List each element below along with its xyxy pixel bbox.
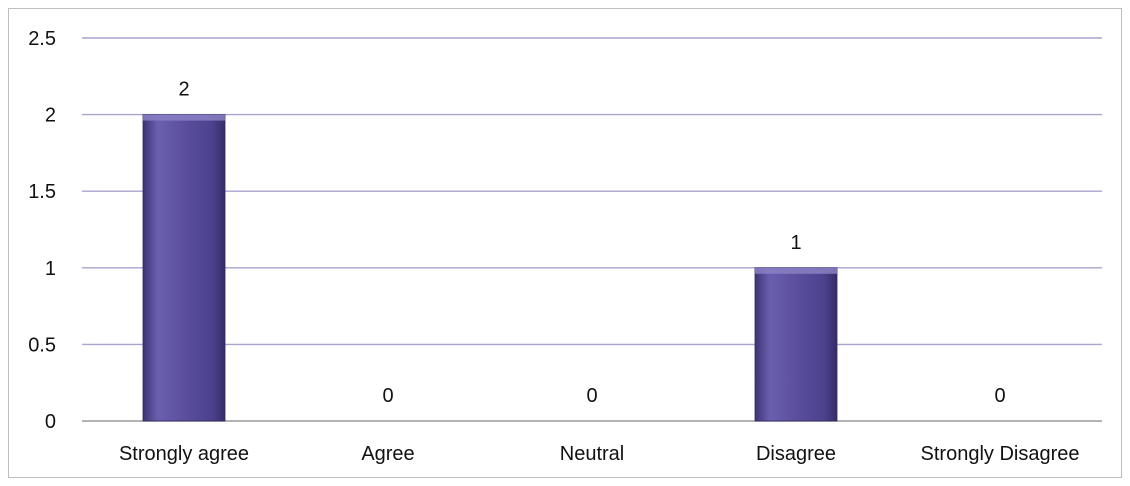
bars <box>142 114 838 422</box>
y-tick-label: 2.5 <box>28 28 56 50</box>
y-tick-label: 0.5 <box>28 334 56 356</box>
y-axis-tick-labels: 0 0.5 1 1.5 2 2.5 <box>28 28 56 433</box>
x-category-label: Neutral <box>560 443 624 465</box>
bar-top-highlight <box>755 267 837 274</box>
x-category-label: Disagree <box>756 443 836 465</box>
grid-lines <box>82 37 1102 422</box>
x-category-label: Strongly agree <box>119 443 249 465</box>
category-labels: Strongly agree Agree Neutral Disagree Strong… <box>119 443 1080 465</box>
bar <box>142 114 226 422</box>
data-label: 0 <box>994 385 1005 407</box>
y-tick-label: 1.5 <box>28 181 56 203</box>
data-label: 0 <box>382 385 393 407</box>
x-category-label: Strongly Disagree <box>921 443 1080 465</box>
y-tick-label: 2 <box>45 105 56 127</box>
bar <box>754 267 838 422</box>
y-tick-label: 1 <box>45 258 56 280</box>
bar-top-highlight <box>143 114 225 121</box>
y-tick-label: 0 <box>45 411 56 433</box>
data-label: 2 <box>178 79 189 101</box>
x-category-label: Agree <box>361 443 414 465</box>
data-labels: 2 0 0 1 0 <box>178 79 1005 407</box>
data-label: 1 <box>790 232 801 254</box>
data-label: 0 <box>586 385 597 407</box>
